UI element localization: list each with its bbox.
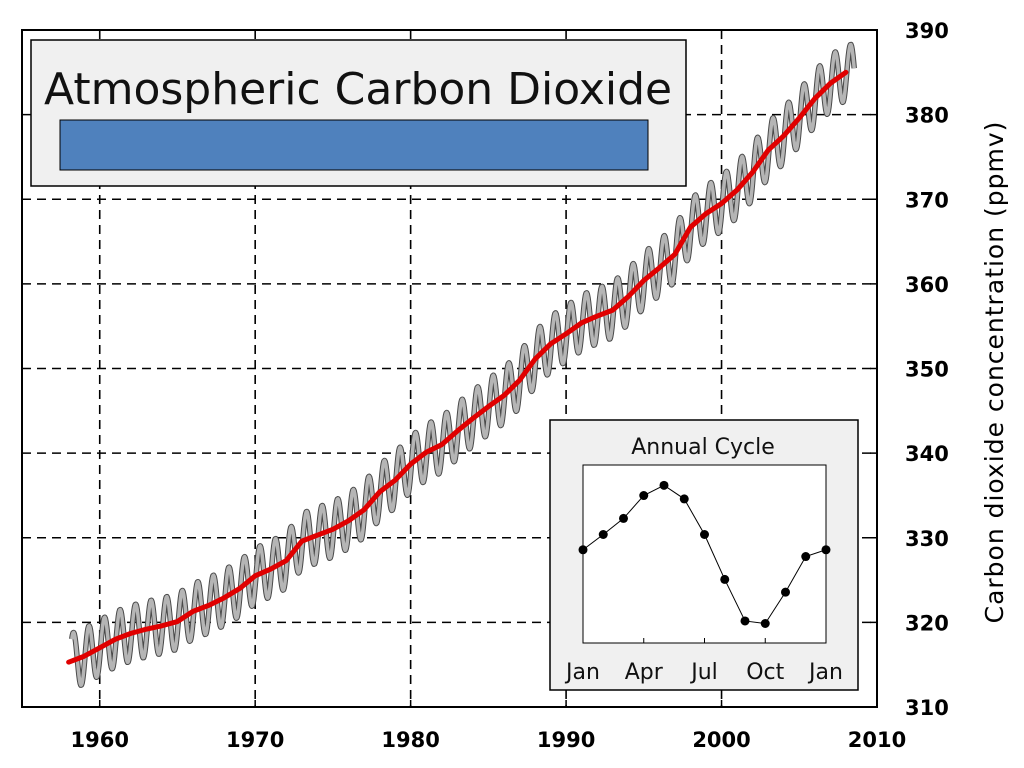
inset-x-axis: Jan Apr Jul Oct Jan [564,638,843,685]
y-tick-label-350: 350 [905,358,949,382]
inset-tick-label-apr-1: Apr [625,660,664,685]
inset-point-mar-2 [619,513,628,523]
y-tick-label-360: 360 [905,273,949,297]
inset-point-jun-5 [679,494,689,504]
x-tick-label-1990: 1990 [537,728,595,752]
x-tick-label-1980: 1980 [381,728,439,752]
inset-point-aug-7 [720,574,730,584]
inset-series-markers [578,480,831,629]
y-tick-label-320: 320 [905,611,949,635]
inset-point-oct-9 [760,619,770,629]
x-tick-label-1970: 1970 [226,728,284,752]
y-tick-label-310: 310 [905,696,949,720]
inset-point-dec-11 [801,552,811,562]
inset-annual-cycle: Annual Cycle Jan Apr Jul Oct Jan [549,419,859,691]
inset-tick-label-jul-2: Jul [689,660,718,685]
inset-point-sep-8 [740,616,750,626]
title-box: Atmospheric Carbon Dioxide [30,39,687,187]
inset-point-nov-10 [781,587,790,597]
y-tick-label-370: 370 [905,188,949,212]
inset-point-jan-12 [821,545,831,555]
y-tick-label-390: 390 [905,19,949,43]
inset-point-feb-1 [598,530,608,540]
y-tick-label-380: 380 [905,104,949,128]
series-monthly-line [70,42,856,687]
inset-plot-frame [582,464,827,644]
inset-title: Annual Cycle [631,435,775,460]
inset-point-apr-3 [639,491,649,501]
inset-tick-label-jan-0: Jan [564,660,600,685]
inset-point-jul-6 [700,530,709,540]
series-annual-trend [66,69,849,665]
legend-swatch [59,119,649,171]
y-tick-label-340: 340 [905,442,949,466]
x-axis: 1960 1970 1980 1990 2000 2010 [71,700,906,752]
inset-tick-label-jan-4: Jan [807,660,843,685]
y-axis: 310 320 330 340 350 360 370 380 390 [870,19,949,720]
chart-title: Atmospheric Carbon Dioxide [44,64,672,115]
x-tick-label-2010: 2010 [848,728,906,752]
x-tick-label-1960: 1960 [71,728,129,752]
inset-tick-label-oct-3: Oct [746,660,784,685]
y-axis-label: Carbon dioxide concentration (ppmv) [980,121,1009,624]
inset-point-jan-0 [578,545,588,555]
x-tick-label-2000: 2000 [692,728,750,752]
y-tick-label-330: 330 [905,527,949,551]
inset-point-may-4 [659,480,669,490]
